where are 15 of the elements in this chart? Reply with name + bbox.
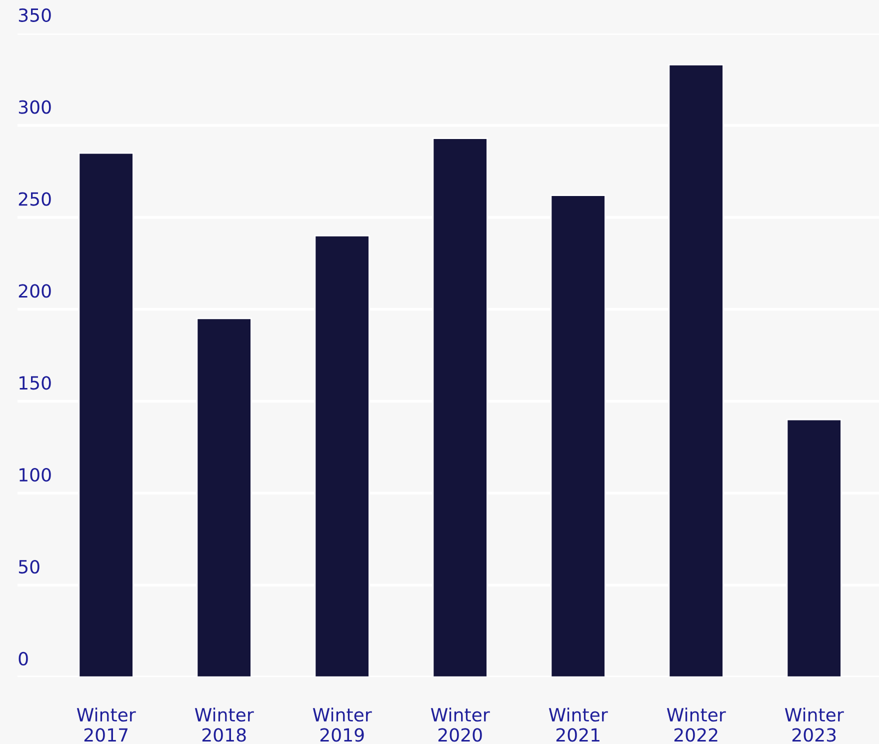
x-tick-label: Winter 2017: [76, 708, 136, 742]
y-tick-label: 0: [18, 652, 28, 666]
x-tick-label: Winter 2023: [784, 708, 844, 742]
y-tick-label: 200: [18, 284, 51, 298]
y-tick-label: 50: [18, 560, 40, 574]
x-tick-label: Winter 2021: [548, 708, 608, 742]
y-tick-label: 100: [20, 468, 51, 482]
y-tick-label: 300: [18, 100, 51, 114]
y-tick-label: 250: [18, 192, 51, 206]
x-tick-label: Winter 2022: [666, 708, 726, 742]
x-tick-label: Winter 2018: [194, 708, 254, 742]
y-tick-label: 350: [18, 8, 51, 22]
x-tick-label: Winter 2019: [312, 708, 372, 742]
y-tick-label: 150: [20, 376, 51, 390]
x-tick-label: Winter 2020: [430, 708, 490, 742]
